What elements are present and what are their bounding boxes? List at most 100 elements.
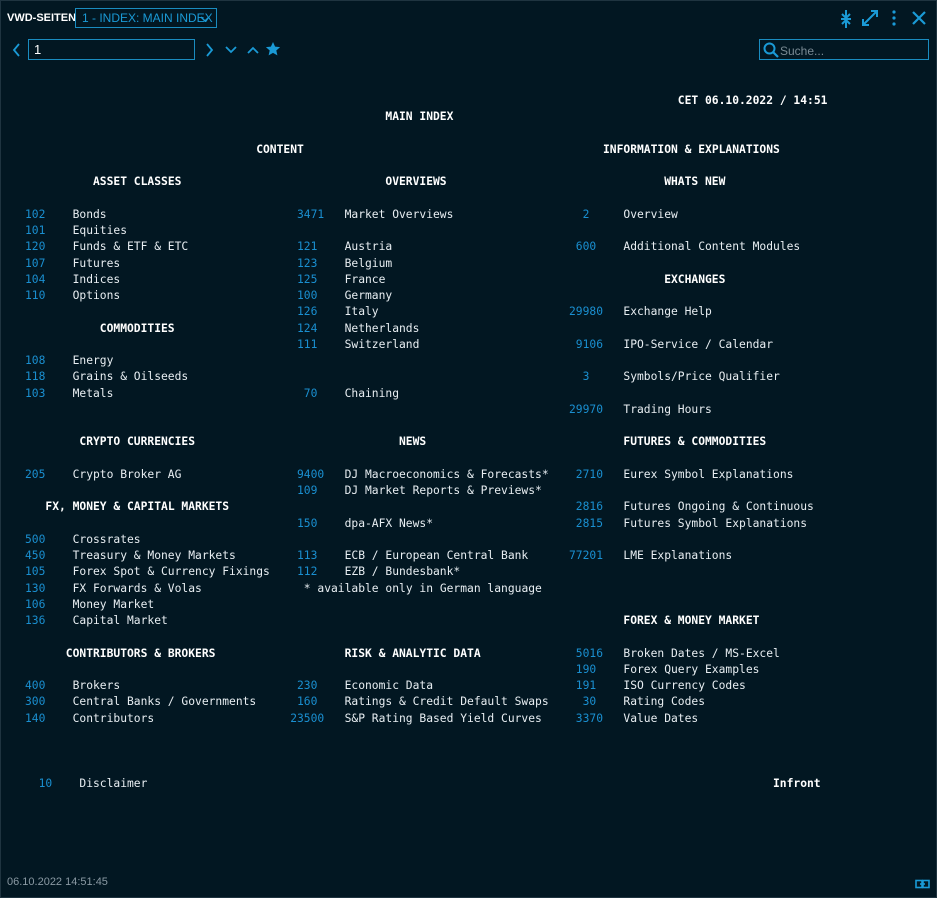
section-heading-exch: EXCHANGES <box>664 272 726 286</box>
page-link-code[interactable]: 70 <box>303 386 318 400</box>
page-link-code[interactable]: 9106 <box>575 337 604 351</box>
page-link-label: Additional Content Modules <box>623 240 801 254</box>
more-icon[interactable] <box>890 10 898 30</box>
page-link-label: Options <box>72 289 121 302</box>
chevron-down-icon[interactable] <box>224 42 238 62</box>
page-link-code[interactable]: 3 <box>582 370 590 384</box>
page-link-code[interactable]: 29970 <box>569 402 604 416</box>
page-link-label: Futures Ongoing & Continuous <box>623 500 814 514</box>
page-link-code[interactable]: 112 <box>297 565 318 579</box>
page-link-code[interactable]: 104 <box>25 272 46 286</box>
page-link-code[interactable]: 2710 <box>575 467 604 481</box>
page-link-code[interactable]: 500 <box>25 532 46 546</box>
page-link-code[interactable]: 29980 <box>569 305 604 319</box>
page-link-label: IPO-Service / Calendar <box>623 337 774 351</box>
page-link-label: Chaining <box>344 386 400 400</box>
page-link-label: France <box>344 272 386 286</box>
search-input[interactable] <box>778 40 930 61</box>
chevron-up-icon[interactable] <box>246 42 260 62</box>
page-link-code[interactable]: 230 <box>297 679 318 692</box>
page-link-code[interactable]: 118 <box>25 370 46 384</box>
page-link-code[interactable]: 23500 <box>290 711 325 725</box>
page-link-code[interactable]: 100 <box>297 289 318 302</box>
page-link-code[interactable]: 106 <box>25 597 46 611</box>
page-link-code[interactable]: 102 <box>25 207 46 221</box>
page-link-label: Treasury & Money Markets <box>72 549 236 562</box>
page-number-input[interactable] <box>28 39 195 60</box>
page-select-dropdown[interactable]: 1 - INDEX: MAIN INDEX <box>75 8 217 28</box>
page-link-code[interactable]: 140 <box>25 711 46 725</box>
page-link-code[interactable]: 300 <box>25 695 46 709</box>
page-link-code[interactable]: 103 <box>25 386 46 400</box>
expand-icon[interactable] <box>861 9 879 31</box>
page-link-label: Rating Codes <box>623 695 706 709</box>
page-link-code[interactable]: 5016 <box>575 646 604 660</box>
page-link-code[interactable]: 130 <box>25 581 46 595</box>
brand-label: Infront <box>773 776 821 790</box>
page-link-code[interactable]: 121 <box>297 240 318 254</box>
page-link-code[interactable]: 109 <box>297 484 318 497</box>
page-link-code[interactable]: 3471 <box>297 207 325 221</box>
page-link-code[interactable]: 150 <box>297 516 318 530</box>
close-icon[interactable] <box>912 11 926 29</box>
page-link-code[interactable]: 107 <box>25 256 46 270</box>
page-link-code[interactable]: 30 <box>582 695 597 709</box>
page-link-code[interactable]: 123 <box>297 256 318 270</box>
page-link-code[interactable]: 101 <box>25 224 46 237</box>
chevron-down-icon <box>199 9 211 32</box>
page-link-label: Grains & Oilseeds <box>72 370 189 384</box>
page-link-code[interactable]: 111 <box>297 337 318 351</box>
page-link-code[interactable]: 125 <box>297 272 318 286</box>
section-heading-overviews: OVERVIEWS <box>385 175 447 189</box>
page-link-code[interactable]: 110 <box>25 289 46 302</box>
page-link-code[interactable]: 105 <box>25 565 46 579</box>
german-only-note: * available only in German language <box>303 581 542 595</box>
page-link-code[interactable]: 2 <box>582 207 590 221</box>
section-heading-news: NEWS <box>399 435 427 449</box>
page-link-code[interactable]: 10 <box>38 776 53 790</box>
page-link-label: Market Overviews <box>344 207 454 221</box>
page-link-code[interactable]: 2815 <box>575 516 604 530</box>
page-link-label: Forex Query Examples <box>623 662 760 676</box>
page-link-code[interactable]: 2816 <box>575 500 604 514</box>
page-link-label: LME Explanations <box>623 549 733 562</box>
page-link-label: Brokers <box>72 679 121 692</box>
page-link-code[interactable]: 136 <box>25 614 46 627</box>
page-link-code[interactable]: 600 <box>575 240 597 254</box>
chevron-right-icon[interactable] <box>205 42 215 62</box>
page-select-value: 1 - INDEX: MAIN INDEX <box>82 11 213 25</box>
page-link-code[interactable]: 126 <box>297 305 318 319</box>
page-link-label: Contributors <box>72 711 155 725</box>
section-heading-whatsnew: WHATS NEW <box>664 175 726 189</box>
page-link-code[interactable]: 191 <box>575 679 597 692</box>
star-icon[interactable] <box>265 41 281 61</box>
page-link-code[interactable]: 120 <box>25 240 46 254</box>
page-link-label: Trading Hours <box>623 402 712 416</box>
page-link-code[interactable]: 9400 <box>297 467 325 481</box>
page-link-code[interactable]: 108 <box>25 354 46 367</box>
page-link-label: Central Banks / Governments <box>72 695 257 709</box>
section-heading-forex: FOREX & MONEY MARKET <box>623 614 760 627</box>
page-link-code[interactable]: 190 <box>575 662 597 676</box>
search-icon <box>763 42 779 58</box>
chevron-left-icon[interactable] <box>11 42 21 62</box>
page-link-code[interactable]: 400 <box>25 679 46 692</box>
page-link-code[interactable]: 113 <box>297 549 318 562</box>
search-box[interactable] <box>759 39 930 61</box>
page-link-code[interactable]: 124 <box>297 321 318 335</box>
page-link-code[interactable]: 205 <box>25 467 46 481</box>
page-link-code[interactable]: 77201 <box>569 549 604 562</box>
page-link-label: Exchange Help <box>623 305 712 319</box>
page-link-label: Belgium <box>344 256 393 270</box>
link-icon[interactable] <box>915 876 930 894</box>
section-heading-fx: FX, MONEY & CAPITAL MARKETS <box>45 500 230 514</box>
collapse-icon[interactable] <box>838 10 854 32</box>
page-link-code[interactable]: 3370 <box>575 711 604 725</box>
page-link-label: Equities <box>72 224 128 237</box>
page-link-label: FX Forwards & Volas <box>72 581 202 595</box>
page-link-code[interactable]: 160 <box>297 695 318 709</box>
page-link-label: Economic Data <box>344 679 434 692</box>
page-link-label: DJ Market Reports & Previews* <box>344 484 542 497</box>
page-link-code[interactable]: 450 <box>25 549 46 562</box>
page-link-label: Disclaimer <box>79 776 148 790</box>
